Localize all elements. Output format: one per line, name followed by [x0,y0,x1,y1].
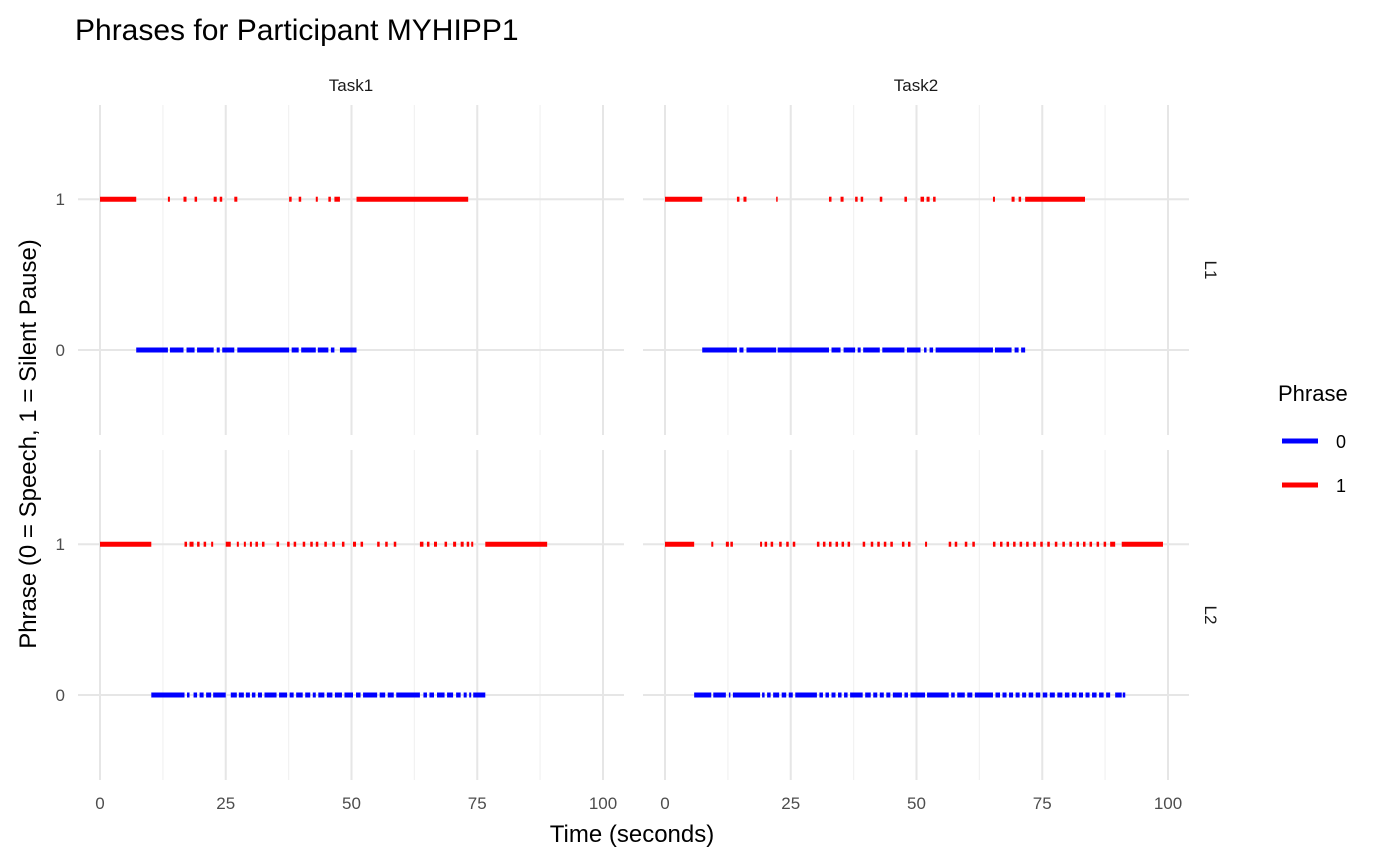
x-tick-label-100: 100 [1154,794,1182,813]
x-tick-label-100: 100 [589,794,617,813]
y-tick-label-1: 1 [56,535,65,554]
y-tick-label-1: 1 [56,190,65,209]
legend-label-0: 0 [1336,432,1346,452]
strip-label-task1: Task1 [329,76,373,95]
legend-title: Phrase [1278,381,1348,406]
x-tick-label-75: 75 [468,794,487,813]
x-tick-label-50: 50 [907,794,926,813]
legend: Phrase 0 1 [1278,381,1348,496]
legend-label-1: 1 [1336,476,1346,496]
strip-label-task2: Task2 [894,76,938,95]
x-tick-label-0: 0 [95,794,104,813]
strip-label-l2: L2 [1201,606,1220,625]
x-tick-label-75: 75 [1033,794,1052,813]
y-axis-title: Phrase (0 = Speech, 1 = Silent Pause) [15,239,42,649]
x-tick-label-25: 25 [216,794,235,813]
y-tick-label-0: 0 [56,686,65,705]
x-tick-label-25: 25 [781,794,800,813]
x-axis-title: Time (seconds) [550,821,714,848]
x-tick-label-0: 0 [660,794,669,813]
chart-title: Phrases for Participant MYHIPP1 [75,14,519,47]
strip-label-l1: L1 [1201,261,1220,280]
y-tick-label-0: 0 [56,341,65,360]
x-tick-label-50: 50 [342,794,361,813]
